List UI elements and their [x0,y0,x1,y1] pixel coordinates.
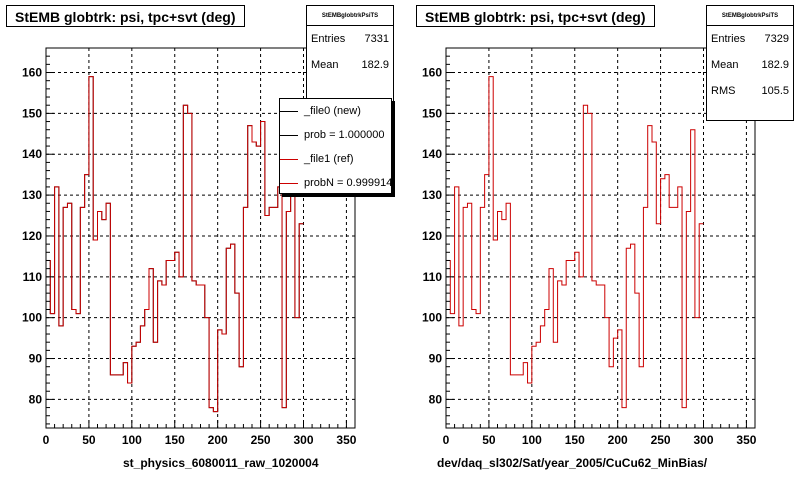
histogram-panel-ref: 0 50 100 150 200 250 300 350 80 90 100 110 120 130 140… [400,0,800,480]
x-tick-label: 350 [336,433,356,447]
legend-line-probn [280,182,298,184]
y-tick-label: 160 [422,66,442,80]
y-tick-label: 130 [22,188,42,202]
stats-mean-label: Mean [711,59,739,71]
y-tick-label: 140 [422,147,442,161]
stats-mean-row: Mean 182.9 [307,52,393,78]
histogram-series-ref [446,76,704,409]
histogram-plot-ref: 0 50 100 150 200 250 300 350 80 90 100 110 120 130 140… [422,47,757,447]
y-tick-label: 140 [22,147,42,161]
stats-entries-value: 7329 [764,33,789,45]
legend-entry-prob: prob = 1.000000 [280,123,391,147]
legend-label-probn: probN = 0.999914 [304,177,391,189]
legend-entry-file0: _file0 (new) [280,99,391,123]
stats-entries-label: Entries [711,33,746,45]
y-tick-label: 110 [423,270,443,284]
y-tick-label: 90 [429,352,443,366]
y-tick-label: 100 [422,311,442,325]
stats-box-name: StEMBglobtrkPsiTS [307,6,393,26]
y-tick-label: 80 [429,392,443,406]
y-tick-label: 130 [422,188,442,202]
y-tick-label: 150 [422,106,442,120]
x-axis-caption: dev/daq_sl302/Sat/year_2005/CuCu62_MinBi… [437,456,708,470]
legend-line-file1 [280,158,298,160]
legend-label-prob: prob = 1.000000 [304,129,385,141]
legend-entry-file1: _file1 (ref) [280,147,391,171]
x-tick-label: 300 [693,433,713,447]
x-tick-label: 200 [208,433,228,447]
x-tick-label: 50 [482,433,496,447]
legend-line-file0 [280,110,298,112]
stats-mean-label: Mean [311,59,339,71]
x-tick-label: 0 [43,433,50,447]
x-tick-label: 250 [651,433,671,447]
stats-mean-row: Mean 182.9 [707,52,793,78]
x-tick-label: 350 [736,433,756,447]
stats-entries-row: Entries 7329 [707,26,793,52]
x-tick-label: 200 [608,433,628,447]
y-tick-label: 120 [422,229,442,243]
stats-box-name: StEMBglobtrkPsiTS [707,6,793,26]
stats-mean-value: 182.9 [761,59,789,71]
y-tick-label: 150 [22,106,42,120]
stats-entries-label: Entries [311,33,346,45]
stats-box: StEMBglobtrkPsiTS Entries 7331 Mean 182.… [306,5,394,109]
y-tick-label: 80 [29,392,43,406]
legend-entry-probn: probN = 0.999914 [280,171,391,195]
x-tick-label: 100 [122,433,142,447]
x-tick-label: 250 [251,433,271,447]
y-tick-label: 100 [22,311,42,325]
histogram-title: StEMB globtrk: psi, tpc+svt (deg) [416,5,655,27]
histogram-panel-new: 0 50 100 150 200 250 300 350 80 90 100 110 120 130 140… [6,5,394,470]
histogram-series-ref [46,76,304,413]
stats-box: StEMBglobtrkPsiTS Entries 7329 Mean 182.… [706,5,794,121]
x-tick-label: 0 [443,433,450,447]
x-tick-label: 150 [165,433,185,447]
y-tick-label: 90 [29,352,43,366]
x-axis-caption: st_physics_6080011_raw_1020004 [123,456,319,470]
stats-rms-row: RMS 105.5 [707,78,793,104]
stats-entries-row: Entries 7331 [307,26,393,52]
legend-label-file1: _file1 (ref) [304,153,354,165]
stats-rms-label: RMS [711,85,736,97]
legend-box: _file0 (new) prob = 1.000000 _file1 (ref… [279,98,392,194]
y-tick-label: 160 [22,66,42,80]
stats-mean-value: 182.9 [361,59,389,71]
stats-entries-value: 7331 [364,33,389,45]
y-tick-label: 120 [22,229,42,243]
x-tick-label: 50 [82,433,96,447]
x-tick-label: 150 [565,433,585,447]
y-tick-label: 110 [23,270,43,284]
legend-label-file0: _file0 (new) [304,105,361,117]
legend-line-prob [280,134,298,136]
stats-rms-value: 105.5 [761,85,789,97]
x-tick-label: 300 [293,433,313,447]
x-tick-label: 100 [522,433,542,447]
histogram-title: StEMB globtrk: psi, tpc+svt (deg) [6,5,245,27]
